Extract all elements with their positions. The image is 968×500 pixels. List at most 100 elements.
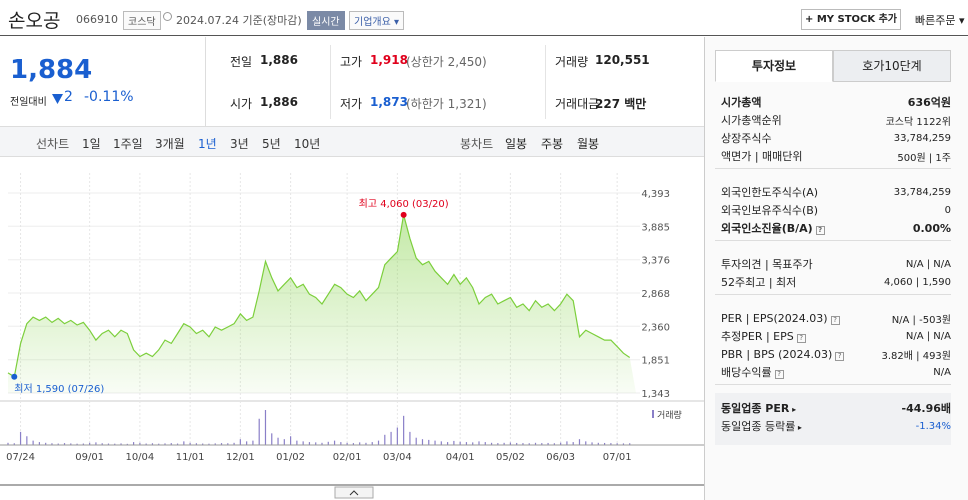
candle-tab[interactable]: 일봉 (505, 137, 528, 151)
volume-bar (447, 442, 449, 445)
period-tab[interactable]: 1일 (82, 137, 101, 151)
volume-bar (390, 431, 392, 445)
collapse-button (334, 486, 374, 499)
volume-bar (170, 443, 172, 445)
info-label-text: 동일업종 등락률 (721, 420, 796, 433)
info-label-text: PBR | BPS (2024.03) (721, 347, 833, 361)
volume-bar (365, 442, 367, 445)
side-tab[interactable]: 호가10단계 (833, 50, 951, 82)
volume-bar (403, 415, 405, 445)
price: 1,884 (10, 55, 93, 85)
chart: 4,393 3,885 3,376 2,868 2,360 1,851 1,343 07/24… (0, 173, 704, 499)
my-stock-button[interactable]: + MY STOCK 추가 (801, 9, 901, 30)
volume-bar (271, 433, 273, 445)
volume-bar (45, 442, 47, 445)
y-tick-label: 2,868 (641, 289, 670, 300)
help-icon[interactable]: ? (815, 226, 825, 235)
volume-bar (566, 441, 568, 445)
date: 2024.07.24 기준(장마감) (176, 14, 302, 27)
info-label: 시가총액순위 (721, 112, 782, 128)
x-tick-label: 09/01 (75, 452, 104, 463)
help-icon[interactable]: ? (830, 315, 840, 325)
period-tab[interactable]: 3년 (230, 137, 249, 151)
volume-bar (252, 440, 254, 445)
stat-value: 1,873 (370, 95, 408, 109)
volume-bar (208, 443, 210, 445)
volume-bar (434, 440, 436, 445)
volume-bar (352, 443, 354, 445)
volume-bar (604, 442, 606, 445)
volume-bar (7, 442, 9, 445)
candle-tab[interactable]: 주봉 (541, 137, 564, 151)
stat-label: 거래대금 (555, 97, 600, 111)
volume-bar (622, 443, 625, 445)
volume-bar (114, 443, 116, 445)
info-row: 추정PER | EPS? N/A | N/A (721, 327, 951, 345)
side-panel: 투자정보 호가10단계 시가총액 636억원 시가총액순위 코스닥 1122위 상장주식수 3… (704, 37, 968, 500)
info-label: 외국인소진율(B/A)? (721, 220, 825, 236)
period-tab[interactable]: 1년 (198, 137, 217, 151)
help-icon[interactable]: ? (796, 334, 806, 343)
period-tab[interactable]: 10년 (294, 137, 321, 151)
volume-bar (597, 442, 599, 445)
info-label-text: 투자의견 | 목표주가 (721, 258, 813, 271)
volume-bar (296, 440, 298, 445)
info-label-text: 추정PER | EPS (721, 330, 794, 343)
info-value: 500원 | 1주 (897, 152, 951, 164)
info-value: 33,784,259 (893, 132, 951, 144)
volume-bar (484, 442, 486, 445)
period-tab[interactable]: 3개월 (155, 137, 185, 151)
volume-bar (428, 439, 430, 445)
info-label: 동일업종 PER ▸ (721, 400, 796, 416)
period-tab[interactable]: 1주일 (113, 137, 143, 151)
section-line (715, 168, 951, 169)
period-tab[interactable]: 5년 (262, 137, 281, 151)
volume-bar (233, 442, 235, 445)
help-icon[interactable]: ? (774, 370, 784, 379)
annotation-dot (400, 211, 407, 218)
info-label-text: 외국인한도주식수(A) (721, 186, 819, 199)
volume-bar (246, 441, 248, 445)
info-label-text: 배당수익률 (721, 366, 772, 379)
info-row: 상장주식수 33,784,259 (721, 129, 951, 147)
realtime-badge[interactable]: 실시간 (307, 11, 345, 30)
stat-label: 시가 (230, 97, 253, 111)
info-label: 투자의견 | 목표주가 (721, 256, 813, 272)
period-tabs: 선차트 1일 1주일 3개월 1년 3년 5년 10년 봉차트 일봉 주봉 월봉 (0, 127, 704, 157)
volume-bar (340, 442, 342, 445)
help-icon[interactable]: ? (835, 351, 845, 361)
stat-value: 1,886 (260, 53, 298, 67)
volume-bar (490, 442, 493, 445)
info-row: 52주최고 | 최저 4,060 | 1,590 (721, 273, 951, 291)
change: 2 (64, 89, 73, 105)
info-label-text: 시가총액순위 (721, 114, 782, 127)
info-value: -1.34% (915, 420, 951, 432)
volume-bar (315, 442, 317, 445)
candle-tab[interactable]: 월봉 (577, 137, 600, 151)
volume-bar (572, 442, 574, 445)
volume-bar (541, 443, 543, 445)
side-tab[interactable]: 투자정보 (715, 50, 833, 82)
volume-bar (503, 442, 505, 445)
info-label: 액면가 | 매매단위 (721, 148, 803, 164)
info-row: 동일업종 PER ▸ -44.96배 (721, 399, 951, 417)
header: 손오공 066910 코스닥 2024.07.24 기준(장마감) 실시간 기업… (0, 0, 968, 36)
section-line (715, 384, 951, 385)
market-badge: 코스닥 (123, 11, 161, 30)
volume-bar (327, 441, 329, 445)
info-label: 배당수익률? (721, 364, 784, 380)
info-label-text: PER | EPS(2024.03) (721, 311, 828, 325)
volume-bar (120, 443, 122, 445)
volume-bar (176, 443, 179, 445)
volume-bar (164, 443, 166, 445)
overview-button[interactable]: 기업개요 ▾ (349, 11, 405, 30)
y-tick-label: 3,885 (641, 222, 670, 233)
quick-order[interactable]: 빠른주문 ▾ (915, 14, 965, 27)
volume-bar (202, 443, 204, 445)
volume-bar (302, 441, 304, 445)
y-tick-label: 4,393 (641, 189, 670, 200)
volume-bar (321, 442, 323, 445)
x-tick-label: 11/01 (176, 452, 205, 463)
arrow-icon: ▸ (795, 423, 802, 432)
info-value: 636억원 (907, 96, 951, 109)
